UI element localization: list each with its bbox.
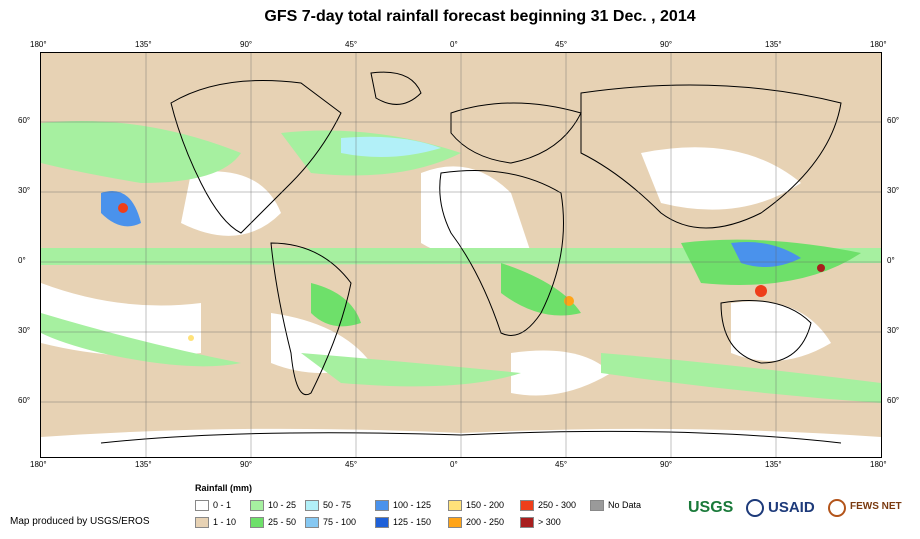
latitude-tick-label: 30° bbox=[18, 186, 31, 195]
rainfall-map bbox=[40, 52, 882, 458]
latitude-tick-label: 0° bbox=[887, 256, 895, 265]
legend-swatch bbox=[448, 500, 462, 511]
south-america-outline bbox=[270, 242, 352, 396]
longitude-tick-label: 135° bbox=[765, 460, 782, 469]
legend-swatch bbox=[375, 517, 389, 528]
latitude-tick-label: 60° bbox=[887, 396, 900, 405]
longitude-tick-label: 180° bbox=[30, 460, 47, 469]
fews-net-logo: FEWS NET bbox=[850, 501, 902, 512]
australia-outline bbox=[720, 300, 812, 364]
moderate-rain-band bbox=[301, 353, 521, 387]
legend-swatch bbox=[520, 500, 534, 511]
latitude-tick-label: 60° bbox=[887, 116, 900, 125]
legend-title: Rainfall (mm) bbox=[195, 483, 253, 493]
greenland-outline bbox=[370, 71, 422, 105]
legend-label: 25 - 50 bbox=[268, 517, 297, 527]
legend-label: 75 - 100 bbox=[323, 517, 357, 527]
legend-label: 1 - 10 bbox=[213, 517, 237, 527]
longitude-tick-label: 90° bbox=[660, 460, 673, 469]
legend-swatch bbox=[250, 500, 264, 511]
legend-label: 0 - 1 bbox=[213, 500, 232, 510]
moderate-rain-band bbox=[41, 121, 241, 183]
continent-outlines bbox=[100, 71, 842, 444]
moderate-rain-band bbox=[311, 283, 361, 327]
north-america-outline bbox=[170, 80, 342, 234]
usaid-seal-icon bbox=[746, 499, 764, 517]
longitude-tick-label: 180° bbox=[870, 40, 887, 49]
legend-swatch bbox=[590, 500, 604, 511]
legend-swatch bbox=[305, 500, 319, 511]
moderate-rain-band bbox=[501, 263, 581, 316]
longitude-tick-label: 45° bbox=[345, 460, 358, 469]
moderate-rain-band bbox=[41, 313, 241, 367]
legend-swatch bbox=[448, 517, 462, 528]
heavy-rain-band bbox=[341, 136, 441, 157]
legend-swatch bbox=[520, 517, 534, 528]
legend-label: 10 - 25 bbox=[268, 500, 297, 510]
longitude-tick-label: 90° bbox=[240, 40, 253, 49]
fews-seal-icon bbox=[828, 499, 846, 517]
legend-label: 50 - 75 bbox=[323, 500, 352, 510]
legend-label: No Data bbox=[608, 500, 642, 510]
usgs-logo: USGS bbox=[688, 499, 734, 516]
no-rain-area bbox=[731, 301, 831, 361]
latitude-tick-label: 0° bbox=[18, 256, 26, 265]
europe-outline bbox=[450, 102, 582, 164]
longitude-tick-label: 0° bbox=[450, 40, 458, 49]
extreme-rain-cell bbox=[564, 296, 574, 306]
no-rain-area bbox=[421, 166, 531, 261]
asia-outline bbox=[580, 84, 842, 229]
extreme-rain-cell bbox=[188, 335, 194, 341]
legend-label: 125 - 150 bbox=[393, 517, 432, 527]
longitude-tick-label: 90° bbox=[660, 40, 673, 49]
legend-label: 150 - 200 bbox=[466, 500, 505, 510]
map-title: GFS 7-day total rainfall forecast beginn… bbox=[264, 8, 696, 25]
antarctica-outline bbox=[100, 430, 842, 444]
legend-swatch bbox=[195, 517, 209, 528]
extreme-rain-cell bbox=[755, 285, 767, 297]
latitude-tick-label: 30° bbox=[887, 326, 900, 335]
longitude-tick-label: 90° bbox=[240, 460, 253, 469]
legend-swatch bbox=[375, 500, 389, 511]
longitude-tick-label: 135° bbox=[135, 40, 152, 49]
legend-swatch bbox=[195, 500, 209, 511]
usaid-logo: USAID bbox=[768, 499, 815, 516]
map-credit: Map produced by USGS/EROS bbox=[10, 516, 150, 527]
legend-label: 200 - 250 bbox=[466, 517, 505, 527]
latitude-tick-label: 60° bbox=[18, 396, 31, 405]
longitude-tick-label: 45° bbox=[555, 40, 568, 49]
longitude-tick-label: 135° bbox=[765, 40, 782, 49]
longitude-tick-label: 45° bbox=[555, 460, 568, 469]
legend-swatch bbox=[305, 517, 319, 528]
no-rain-area bbox=[511, 350, 611, 396]
africa-outline bbox=[439, 170, 564, 336]
extreme-rain-cell bbox=[118, 203, 128, 213]
latitude-tick-label: 30° bbox=[887, 186, 900, 195]
legend-label: > 300 bbox=[538, 517, 561, 527]
graticule bbox=[41, 53, 881, 457]
longitude-tick-label: 180° bbox=[870, 460, 887, 469]
legend-label: 100 - 125 bbox=[393, 500, 432, 510]
longitude-tick-label: 45° bbox=[345, 40, 358, 49]
no-rain-area bbox=[181, 171, 281, 236]
extreme-rain-cell bbox=[817, 264, 825, 272]
longitude-tick-label: 180° bbox=[30, 40, 47, 49]
longitude-tick-label: 0° bbox=[450, 460, 458, 469]
heavy-rain-band bbox=[731, 242, 801, 267]
legend-label: 250 - 300 bbox=[538, 500, 577, 510]
longitude-tick-label: 135° bbox=[135, 460, 152, 469]
legend-swatch bbox=[250, 517, 264, 528]
moderate-rain-band bbox=[601, 353, 881, 403]
latitude-tick-label: 60° bbox=[18, 116, 31, 125]
map-canvas bbox=[41, 53, 881, 457]
latitude-tick-label: 30° bbox=[18, 326, 31, 335]
no-rain-area bbox=[641, 147, 801, 210]
